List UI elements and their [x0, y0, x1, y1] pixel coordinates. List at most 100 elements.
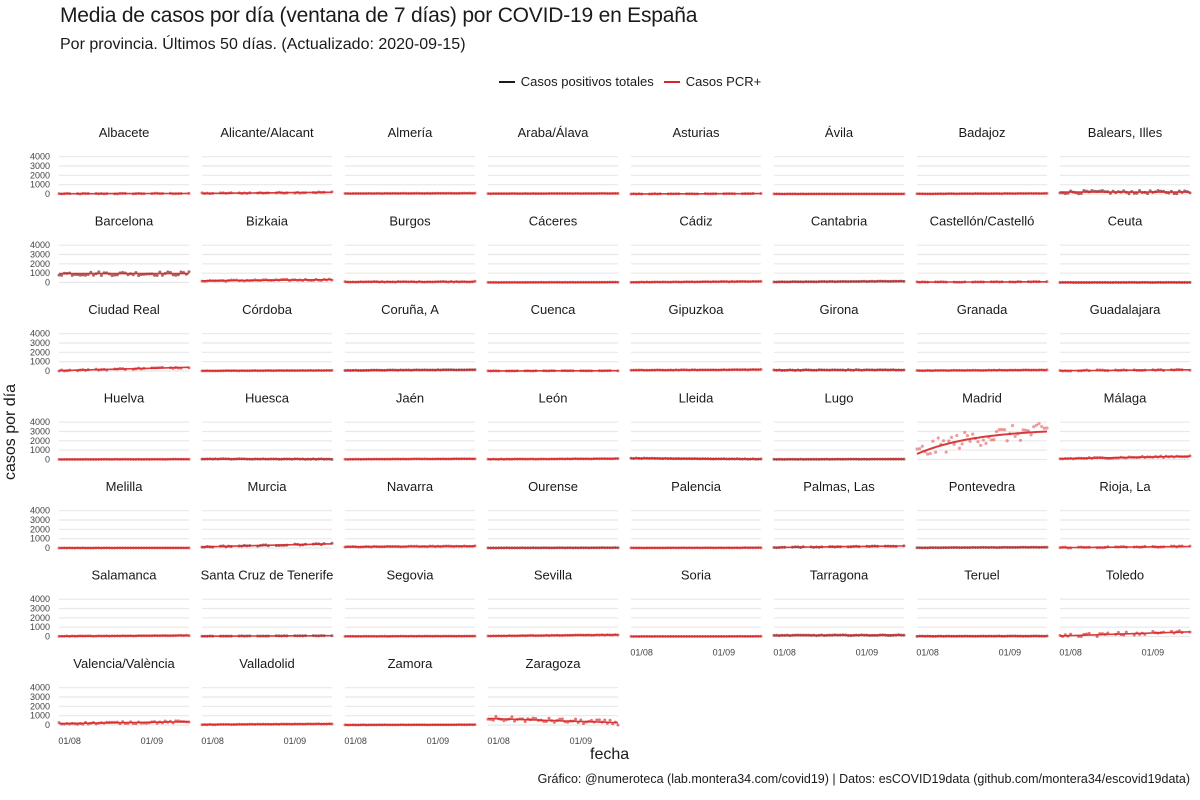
facet-label: Coruña, A	[381, 302, 439, 317]
series-line	[488, 634, 618, 637]
x-tick-label: 01/09	[999, 648, 1022, 658]
series-line	[630, 368, 761, 372]
facet-panel: Almería	[343, 125, 477, 196]
data-point	[1024, 428, 1028, 432]
y-tick-label: 4000	[30, 594, 50, 604]
facet-label: Lugo	[825, 391, 854, 406]
legend: Casos positivos totales Casos PCR+	[0, 74, 1200, 89]
series-line	[487, 717, 619, 724]
facet-label: Cáceres	[529, 214, 578, 229]
y-tick-label: 4000	[30, 329, 50, 339]
y-tick-label: 4000	[30, 152, 50, 162]
data-point	[1127, 192, 1131, 196]
data-point	[1013, 434, 1017, 438]
facet-panel: Asturias	[629, 125, 763, 196]
facet-panel: Valladolid 01/08 01/09	[200, 656, 334, 746]
facet-panel: Rioja, La	[1058, 479, 1192, 550]
facet-panel: Ourense	[486, 479, 620, 550]
facet-panel: Navarra	[343, 479, 477, 549]
x-axis-title: fecha	[590, 746, 630, 763]
data-point	[915, 447, 919, 451]
y-tick-label: 0	[45, 278, 50, 288]
data-point	[574, 717, 578, 721]
x-tick-label: 01/08	[630, 648, 653, 658]
series-line	[202, 723, 332, 726]
facet-panel: Cádiz	[629, 214, 763, 284]
facet-panel: Coruña, A	[343, 302, 477, 373]
y-tick-label: 2000	[30, 259, 50, 269]
facet-label: Ávila	[825, 125, 854, 140]
facet-label: Ourense	[528, 479, 578, 494]
facet-panel: Castellón/Castelló	[915, 214, 1049, 284]
facet-label: Ceuta	[1108, 214, 1143, 229]
facet-panel: Cáceres	[486, 214, 620, 284]
data-point	[160, 273, 164, 277]
y-tick-label: 3000	[30, 427, 50, 437]
y-tick-label: 3000	[30, 338, 50, 348]
data-point	[523, 720, 527, 724]
facet-label: Guadalajara	[1090, 302, 1162, 317]
x-tick-label: 01/08	[487, 736, 510, 746]
facet-panel: Balears, Illes	[1058, 125, 1192, 196]
facet-label: Badajoz	[959, 125, 1006, 140]
y-tick-label: 3000	[30, 604, 50, 614]
data-point	[920, 444, 924, 448]
facet-panel: Cantabria	[772, 214, 906, 284]
facet-label: Jaén	[396, 391, 424, 406]
data-point	[1156, 189, 1160, 193]
facet-label: Segovia	[387, 568, 435, 583]
y-axis-title: casos por día	[2, 383, 19, 480]
facet-label: Toledo	[1106, 568, 1144, 583]
y-tick-label: 4000	[30, 683, 50, 693]
data-point	[965, 433, 970, 438]
facet-panel: Soria 01/08 01/09	[629, 568, 763, 658]
data-point	[187, 270, 191, 274]
legend-key-total	[498, 80, 515, 83]
facet-panel: Cuenca	[486, 302, 620, 373]
facet-panel: Badajoz	[915, 125, 1049, 196]
data-point	[70, 273, 74, 277]
y-tick-label: 4000	[30, 417, 50, 427]
series-line	[59, 634, 189, 637]
data-point	[1005, 439, 1009, 443]
y-tick-label: 2000	[30, 524, 50, 534]
data-point	[955, 433, 959, 438]
data-point	[547, 716, 551, 720]
x-tick-label: 01/09	[141, 736, 164, 746]
data-point	[1138, 188, 1142, 192]
facet-panel: León	[486, 391, 620, 461]
facet-label: Zamora	[388, 656, 434, 671]
x-tick-label: 01/08	[773, 648, 796, 658]
data-point	[1116, 630, 1120, 634]
facet-panel: Pontevedra	[915, 479, 1049, 550]
facet-panel: Alicante/Alacant	[200, 125, 334, 196]
facet-panel: Sevilla	[486, 568, 620, 638]
data-point	[1090, 189, 1094, 193]
series-line	[59, 720, 190, 725]
data-point	[1018, 438, 1023, 442]
x-tick-label: 01/08	[1059, 648, 1082, 658]
data-point	[560, 717, 564, 721]
facet-panel: Lleida	[629, 391, 763, 461]
series-line	[631, 280, 761, 283]
data-point	[994, 429, 999, 434]
facet-label: Soria	[681, 568, 712, 583]
y-tick-label: 3000	[30, 161, 50, 171]
facet-panel: Granada	[915, 302, 1049, 373]
data-point	[608, 718, 612, 722]
x-tick-label: 01/08	[201, 736, 224, 746]
data-point	[1037, 421, 1041, 426]
facet-label: Girona	[819, 302, 859, 317]
data-point	[979, 443, 983, 448]
facet-label: Bizkaia	[246, 214, 289, 229]
facet-label: Palencia	[671, 479, 722, 494]
data-point	[928, 451, 932, 456]
series-line	[1059, 455, 1191, 460]
y-tick-label: 4000	[30, 506, 50, 516]
data-point	[1010, 423, 1015, 428]
legend-label-total: Casos positivos totales	[520, 74, 654, 89]
series-line	[345, 545, 475, 548]
